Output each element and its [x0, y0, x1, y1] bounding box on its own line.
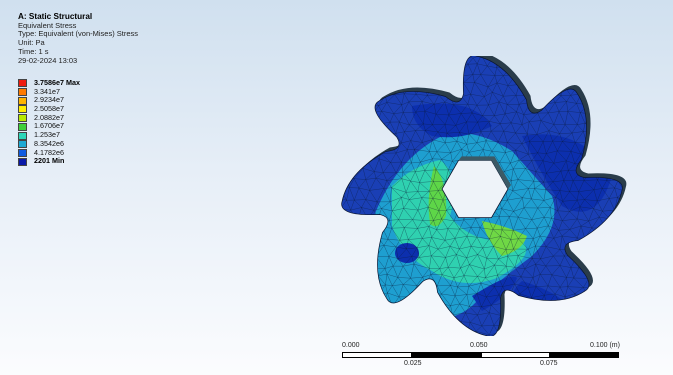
- legend-entry: 1.6706e7: [18, 122, 148, 131]
- legend-swatch: [18, 88, 27, 97]
- legend-label: 8.3542e6: [34, 138, 64, 148]
- analysis-title: A: Static Structural: [18, 12, 93, 21]
- legend-swatch: [18, 79, 27, 88]
- scale-segment-4: [550, 352, 619, 358]
- result-type: Type: Equivalent (von-Mises) Stress: [18, 29, 139, 39]
- scale-segment-1: [342, 352, 412, 358]
- low-zone-slot: [472, 276, 517, 311]
- hex-bore-wall: [458, 156, 511, 189]
- legend-swatch: [18, 148, 27, 157]
- legend-label: 3.341e7: [34, 86, 60, 96]
- result-info: A: Static Structural Equivalent Stress T…: [18, 12, 139, 65]
- legend-entry: 2.0882e7: [18, 112, 148, 123]
- legend-label: 3.7586e7 Max: [34, 78, 80, 87]
- gear-edge: [341, 56, 623, 336]
- low-zone-upper: [412, 103, 492, 138]
- legend-label: 1.6706e7: [34, 121, 64, 131]
- scale-segment-2: [412, 352, 481, 358]
- legend-swatch: [18, 114, 27, 123]
- result-time: Time: 1 s: [18, 46, 49, 56]
- legend-entry: 1.253e7: [18, 130, 148, 140]
- legend-entry: 2.9234e7: [18, 96, 148, 105]
- legend-swatch: [18, 105, 27, 114]
- legend-swatch: [18, 140, 27, 149]
- legend-entry: 8.3542e6: [18, 138, 148, 149]
- scale-label-050: 0.050: [470, 342, 488, 349]
- legend-label: 2.9234e7: [34, 95, 64, 105]
- legend-label: 4.1782e6: [34, 147, 64, 157]
- legend-entry: 3.7586e7 Max: [18, 78, 148, 88]
- legend-swatch: [18, 157, 27, 166]
- mid-stress-region: [392, 160, 527, 284]
- legend-entry: 4.1782e6: [18, 147, 148, 158]
- scale-label-0: 0.000: [342, 342, 360, 349]
- legend-swatch: [18, 96, 27, 105]
- legend-entry: 2201 Min: [18, 156, 148, 166]
- scale-bar: 0.000 0.050 0.100 (m) 0.025 0.075: [342, 340, 622, 370]
- scale-segment-3: [481, 352, 550, 358]
- gear-stress-model[interactable]: [322, 56, 642, 336]
- legend-label: 2201 Min: [34, 156, 65, 166]
- scale-label-075: 0.075: [540, 360, 558, 367]
- legend-entry: 3.341e7: [18, 86, 148, 97]
- max-stress-spot: [348, 268, 360, 294]
- contour-legend[interactable]: 3.7586e7 Max 3.341e7 2.9234e7 2.5058e7 2.088…: [18, 78, 148, 166]
- legend-label: 1.253e7: [34, 130, 60, 140]
- scale-label-025: 0.025: [404, 360, 422, 367]
- result-name: Equivalent Stress: [18, 20, 77, 30]
- legend-swatch: [18, 122, 27, 131]
- scale-label-100: 0.100 (m): [590, 342, 620, 349]
- result-date: 29-02-2024 13:03: [18, 55, 78, 65]
- peak-stress-region: [341, 261, 364, 298]
- legend-entry: 2.5058e7: [18, 104, 148, 114]
- legend-label: 2.0882e7: [34, 112, 64, 122]
- legend-label: 2.5058e7: [34, 104, 64, 114]
- legend-swatch: [18, 131, 27, 140]
- result-unit: Unit: Pa: [18, 38, 45, 48]
